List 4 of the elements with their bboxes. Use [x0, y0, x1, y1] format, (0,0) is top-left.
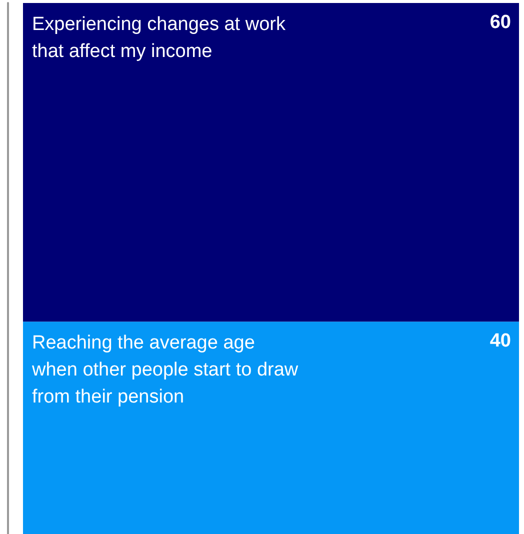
- data-label: 40: [490, 330, 511, 352]
- data-label: 60: [490, 12, 511, 33]
- series-label: Experiencing changes at work that affect my income: [32, 14, 286, 62]
- series-label: Reaching the average age when other people start to draw from their pension: [31, 332, 298, 408]
